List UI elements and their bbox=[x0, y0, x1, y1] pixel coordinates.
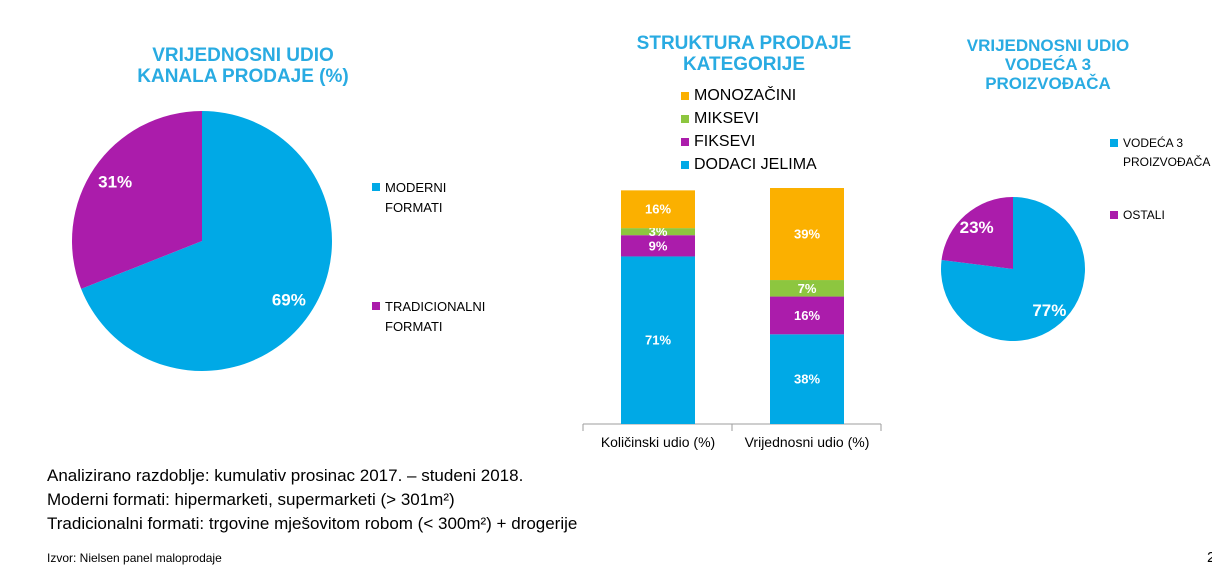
bar-title-line: KATEGORIJE bbox=[682, 54, 806, 76]
legend-swatch bbox=[1110, 211, 1118, 219]
pie1-slice-1 bbox=[71, 111, 202, 289]
legend-swatch bbox=[1110, 139, 1118, 147]
pie1-slice-label-1: 31% bbox=[98, 172, 132, 191]
pie2-title-line: PROIZVOĐAČA bbox=[985, 74, 1111, 94]
bar-legend: MONOZAČINI MIKSEVI FIKSEVI DODACI JELIMA bbox=[681, 84, 817, 176]
pie2-title-line: VODEĆA 3 bbox=[1004, 55, 1092, 75]
legend-label: MODERNI FORMATI bbox=[385, 180, 447, 215]
legend-swatch bbox=[681, 91, 689, 100]
bar-title-line: STRUKTURA PRODAJE bbox=[636, 33, 852, 54]
note-modern-formats: Moderni formati: hipermarketi, supermark… bbox=[47, 490, 455, 509]
bar-segment-0-2 bbox=[621, 228, 695, 236]
legend-label: OSTALI bbox=[1123, 208, 1165, 222]
bar-data-label-0-1: 9% bbox=[649, 238, 668, 253]
legend-label: MIKSEVI bbox=[694, 109, 759, 127]
bar-segment-1-0 bbox=[770, 334, 844, 424]
pie2-slice-1 bbox=[941, 197, 1013, 269]
bar-category-label-1: Vrijednosni udio (%) bbox=[745, 434, 870, 450]
bar-data-label-1-1: 16% bbox=[794, 308, 820, 323]
pie1-slice-0 bbox=[81, 111, 332, 371]
legend-item-tradicionalni-formati: TRADICIONALNI FORMATI bbox=[372, 297, 485, 336]
legend-label: TRADICIONALNI FORMATI bbox=[385, 299, 486, 334]
legend-item-moderni-formati: MODERNI FORMATI bbox=[372, 178, 446, 217]
legend-item-monozacini: MONOZAČINI bbox=[681, 84, 817, 107]
bar-data-label-1-3: 39% bbox=[794, 227, 820, 242]
legend-item-ostali: OSTALI bbox=[1110, 206, 1165, 224]
pie1-slice-label-0: 69% bbox=[272, 291, 306, 310]
note-period: Analizirano razdoblje: kumulativ prosina… bbox=[47, 466, 524, 485]
bar-segment-0-0 bbox=[621, 256, 695, 424]
bar-data-label-1-2: 7% bbox=[798, 281, 817, 296]
pie1-title-line: KANALA PRODAJE (%) bbox=[137, 66, 349, 88]
pie1-title-line: VRIJEDNOSNI UDIO bbox=[152, 45, 334, 66]
bar-data-label-0-3: 16% bbox=[645, 202, 671, 217]
legend-item-fiksevi: FIKSEVI bbox=[681, 130, 817, 153]
pie2-title-line: VRIJEDNOSNI UDIO bbox=[966, 36, 1130, 55]
legend-label: VODEĆA 3 PROIZVOĐAČA bbox=[1123, 136, 1211, 170]
legend-swatch bbox=[681, 160, 689, 169]
bar-segment-1-3 bbox=[770, 188, 844, 281]
pie2-slice-label-0: 77% bbox=[1032, 301, 1066, 320]
legend-item-miksevi: MIKSEVI bbox=[681, 107, 817, 130]
bar-segment-1-1 bbox=[770, 296, 844, 335]
legend-item-vodeca-3: VODEĆA 3 PROIZVOĐAČA bbox=[1110, 134, 1210, 172]
bar-segment-1-2 bbox=[770, 280, 844, 297]
legend-swatch bbox=[372, 302, 380, 310]
legend-label: FIKSEVI bbox=[694, 132, 756, 150]
note-traditional-formats: Tradicionalni formati: trgovine mješovit… bbox=[47, 514, 578, 533]
pie2-title: VRIJEDNOSNI UDIO VODEĆA 3 PROIZVOĐAČA bbox=[928, 36, 1168, 93]
bar-title: STRUKTURA PRODAJE KATEGORIJE bbox=[594, 33, 894, 76]
bar-data-label-0-0: 71% bbox=[645, 333, 671, 348]
legend-swatch bbox=[681, 137, 689, 146]
bar-category-label-0: Količinski udio (%) bbox=[601, 434, 715, 450]
page-number: 2 bbox=[1207, 549, 1212, 566]
legend-item-dodaci-jelima: DODACI JELIMA bbox=[681, 153, 817, 176]
source-note: Izvor: Nielsen panel maloprodaje bbox=[47, 551, 222, 565]
pie2-slice-label-1: 23% bbox=[960, 218, 994, 237]
legend-swatch bbox=[372, 183, 380, 191]
bar-segment-0-3 bbox=[621, 190, 695, 229]
bar-data-label-1-0: 38% bbox=[794, 372, 820, 387]
legend-label: DODACI JELIMA bbox=[694, 155, 817, 173]
legend-swatch bbox=[681, 114, 689, 123]
legend-label: MONOZAČINI bbox=[694, 86, 797, 104]
pie1-title: VRIJEDNOSNI UDIO KANALA PRODAJE (%) bbox=[93, 45, 393, 88]
bar-segment-0-1 bbox=[621, 235, 695, 257]
notes: Analizirano razdoblje: kumulativ prosina… bbox=[47, 464, 577, 536]
